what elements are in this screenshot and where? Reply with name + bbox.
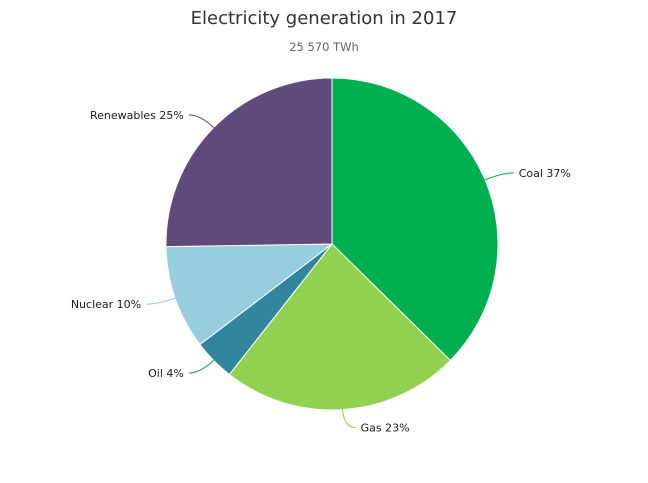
chart-subtitle: 25 570 TWh xyxy=(289,40,359,54)
slice-label-coal: Coal 37% xyxy=(519,167,571,180)
pie-slices xyxy=(165,77,499,411)
leader-line-renewables xyxy=(188,114,216,130)
leader-line-nuclear xyxy=(146,297,178,305)
slice-label-nuclear: Nuclear 10% xyxy=(71,298,141,311)
slice-label-oil: Oil 4% xyxy=(148,367,184,380)
leader-line-oil xyxy=(188,358,216,374)
chart-title: Electricity generation in 2017 xyxy=(190,8,458,29)
pie-slice-renewables[interactable] xyxy=(165,77,333,248)
leader-line-gas xyxy=(341,407,356,429)
slice-labels: Coal 37% Gas 23% Oil 4% Nuclear 10% Renewabl… xyxy=(71,109,571,435)
slice-label-renewables: Renewables 25% xyxy=(90,109,184,122)
leader-line-coal xyxy=(483,172,514,182)
leader-lines xyxy=(146,114,514,429)
slice-label-gas: Gas 23% xyxy=(361,422,410,435)
